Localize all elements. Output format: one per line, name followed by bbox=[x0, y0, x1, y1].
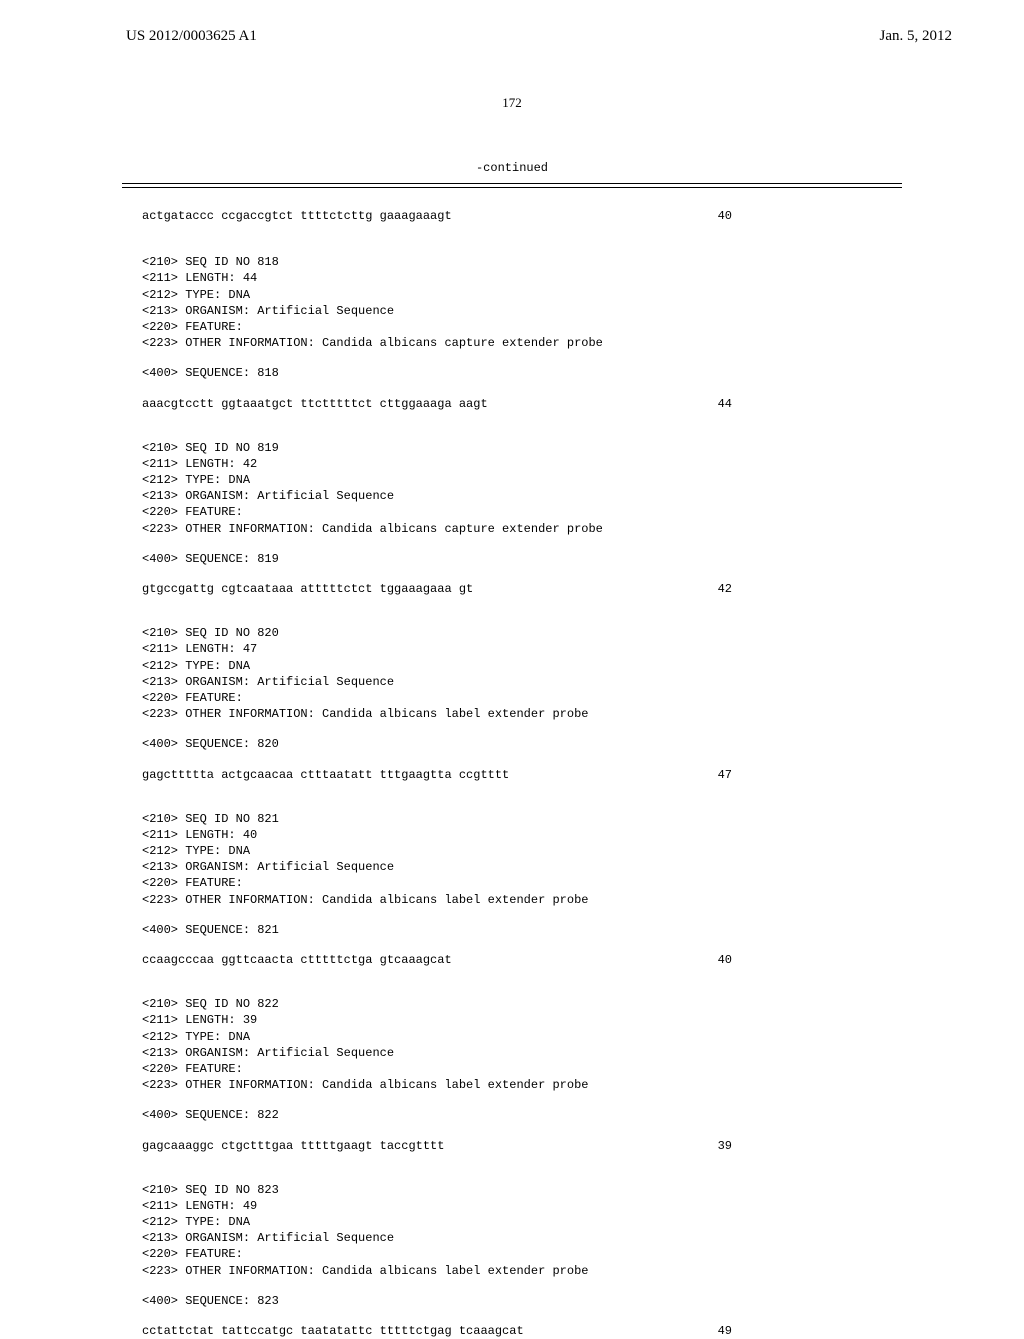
meta-line: <211> LENGTH: 49 bbox=[142, 1198, 902, 1214]
sequence-entry: <210> SEQ ID NO 823 <211> LENGTH: 49 <21… bbox=[142, 1182, 902, 1339]
meta-line: <210> SEQ ID NO 822 bbox=[142, 996, 902, 1012]
meta-line: <220> FEATURE: bbox=[142, 690, 902, 706]
meta-line: <220> FEATURE: bbox=[142, 319, 902, 335]
meta-line: <220> FEATURE: bbox=[142, 1061, 902, 1077]
sequence-text: cctattctat tattccatgc taatatattc tttttct… bbox=[142, 1323, 524, 1339]
sequence-line: gtgccgattg cgtcaataaa atttttctct tggaaag… bbox=[142, 581, 742, 597]
sequence-label: <400> SEQUENCE: 820 bbox=[142, 736, 902, 752]
meta-line: <212> TYPE: DNA bbox=[142, 1214, 902, 1230]
meta-line: <212> TYPE: DNA bbox=[142, 287, 902, 303]
sequence-label: <400> SEQUENCE: 819 bbox=[142, 551, 902, 567]
meta-line: <212> TYPE: DNA bbox=[142, 1029, 902, 1045]
sequence-block: actgataccc ccgaccgtct ttttctcttg gaaagaa… bbox=[142, 208, 902, 224]
meta-line: <210> SEQ ID NO 818 bbox=[142, 254, 902, 270]
meta-line: <223> OTHER INFORMATION: Candida albican… bbox=[142, 521, 902, 537]
meta-line: <210> SEQ ID NO 821 bbox=[142, 811, 902, 827]
meta-line: <213> ORGANISM: Artificial Sequence bbox=[142, 1045, 902, 1061]
meta-line: <213> ORGANISM: Artificial Sequence bbox=[142, 674, 902, 690]
sequence-line: gagcaaaggc ctgctttgaa tttttgaagt taccgtt… bbox=[142, 1138, 742, 1154]
sequence-entry: <210> SEQ ID NO 819 <211> LENGTH: 42 <21… bbox=[142, 440, 902, 598]
meta-line: <210> SEQ ID NO 820 bbox=[142, 625, 902, 641]
page-header: US 2012/0003625 A1 Jan. 5, 2012 bbox=[0, 0, 1024, 45]
meta-line: <223> OTHER INFORMATION: Candida albican… bbox=[142, 892, 902, 908]
meta-line: <213> ORGANISM: Artificial Sequence bbox=[142, 303, 902, 319]
sequence-text: ccaagcccaa ggttcaacta ctttttctga gtcaaag… bbox=[142, 952, 452, 968]
continued-label: -continued bbox=[0, 161, 1024, 175]
sequence-length: 40 bbox=[718, 952, 742, 968]
meta-line: <211> LENGTH: 42 bbox=[142, 456, 902, 472]
sequence-label: <400> SEQUENCE: 822 bbox=[142, 1107, 902, 1123]
meta-line: <223> OTHER INFORMATION: Candida albican… bbox=[142, 335, 902, 351]
sequence-text: aaacgtcctt ggtaaatgct ttctttttct cttggaa… bbox=[142, 396, 488, 412]
sequence-line: aaacgtcctt ggtaaatgct ttctttttct cttggaa… bbox=[142, 396, 742, 412]
meta-line: <212> TYPE: DNA bbox=[142, 843, 902, 859]
page-number: 172 bbox=[0, 95, 1024, 111]
meta-line: <223> OTHER INFORMATION: Candida albican… bbox=[142, 706, 902, 722]
sequence-line: cctattctat tattccatgc taatatattc tttttct… bbox=[142, 1323, 742, 1339]
sequence-entry: <210> SEQ ID NO 822 <211> LENGTH: 39 <21… bbox=[142, 996, 902, 1154]
sequence-text: gagcaaaggc ctgctttgaa tttttgaagt taccgtt… bbox=[142, 1138, 444, 1154]
sequence-entry: <210> SEQ ID NO 820 <211> LENGTH: 47 <21… bbox=[142, 625, 902, 783]
sequence-listing-content: actgataccc ccgaccgtct ttttctcttg gaaagaa… bbox=[0, 188, 1024, 1339]
sequence-label: <400> SEQUENCE: 821 bbox=[142, 922, 902, 938]
meta-line: <213> ORGANISM: Artificial Sequence bbox=[142, 1230, 902, 1246]
meta-line: <211> LENGTH: 47 bbox=[142, 641, 902, 657]
sequence-entry: <210> SEQ ID NO 818 <211> LENGTH: 44 <21… bbox=[142, 254, 902, 412]
meta-line: <211> LENGTH: 44 bbox=[142, 270, 902, 286]
sequence-length: 49 bbox=[718, 1323, 742, 1339]
sequence-line: gagctttttа actgcaacaa ctttaatatt tttgaag… bbox=[142, 767, 742, 783]
meta-line: <211> LENGTH: 40 bbox=[142, 827, 902, 843]
sequence-text: actgataccc ccgaccgtct ttttctcttg gaaagaa… bbox=[142, 208, 452, 224]
meta-line: <220> FEATURE: bbox=[142, 504, 902, 520]
meta-line: <212> TYPE: DNA bbox=[142, 658, 902, 674]
meta-line: <220> FEATURE: bbox=[142, 875, 902, 891]
meta-line: <223> OTHER INFORMATION: Candida albican… bbox=[142, 1263, 902, 1279]
sequence-line: actgataccc ccgaccgtct ttttctcttg gaaagaa… bbox=[142, 208, 742, 224]
patent-number: US 2012/0003625 A1 bbox=[126, 28, 257, 45]
sequence-length: 40 bbox=[718, 208, 742, 224]
sequence-entry: <210> SEQ ID NO 821 <211> LENGTH: 40 <21… bbox=[142, 811, 902, 969]
sequence-length: 47 bbox=[718, 767, 742, 783]
meta-line: <210> SEQ ID NO 819 bbox=[142, 440, 902, 456]
meta-line: <210> SEQ ID NO 823 bbox=[142, 1182, 902, 1198]
meta-line: <212> TYPE: DNA bbox=[142, 472, 902, 488]
publication-date: Jan. 5, 2012 bbox=[880, 28, 953, 45]
sequence-label: <400> SEQUENCE: 823 bbox=[142, 1293, 902, 1309]
sequence-line: ccaagcccaa ggttcaacta ctttttctga gtcaaag… bbox=[142, 952, 742, 968]
meta-line: <213> ORGANISM: Artificial Sequence bbox=[142, 488, 902, 504]
meta-line: <213> ORGANISM: Artificial Sequence bbox=[142, 859, 902, 875]
meta-line: <223> OTHER INFORMATION: Candida albican… bbox=[142, 1077, 902, 1093]
sequence-text: gagctttttа actgcaacaa ctttaatatt tttgaag… bbox=[142, 767, 509, 783]
sequence-length: 44 bbox=[718, 396, 742, 412]
sequence-label: <400> SEQUENCE: 818 bbox=[142, 365, 902, 381]
meta-line: <211> LENGTH: 39 bbox=[142, 1012, 902, 1028]
divider-top bbox=[122, 183, 902, 184]
sequence-length: 42 bbox=[718, 581, 742, 597]
meta-line: <220> FEATURE: bbox=[142, 1246, 902, 1262]
sequence-length: 39 bbox=[718, 1138, 742, 1154]
sequence-text: gtgccgattg cgtcaataaa atttttctct tggaaag… bbox=[142, 581, 473, 597]
